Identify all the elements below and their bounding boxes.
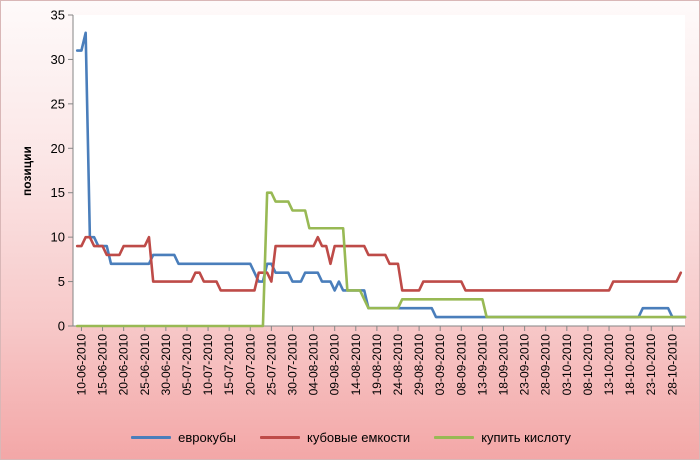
series-line-0	[75, 31, 687, 319]
legend-swatch-series-2	[434, 435, 475, 439]
series-line-2	[75, 191, 687, 328]
x-tick-label: 18-10-2010	[623, 334, 637, 396]
legend: еврокубы кубовые емкости купить кислоту	[1, 427, 699, 447]
legend-swatch-series-1	[259, 435, 300, 439]
x-tick-label: 30-06-2010	[159, 334, 173, 396]
y-tick-label: 15	[51, 185, 65, 200]
legend-item-series-1: кубовые емкости	[259, 429, 411, 445]
y-axis-label: позиции	[20, 146, 34, 196]
x-tick-label: 18-09-2010	[497, 334, 511, 396]
y-tick-label: 5	[58, 274, 65, 289]
x-tick-label: 10-06-2010	[74, 334, 88, 396]
y-tick-label: 20	[51, 141, 65, 156]
series-layer	[75, 31, 687, 328]
legend-label-series-2: купить кислоту	[481, 429, 571, 445]
x-tick-label: 13-09-2010	[475, 334, 489, 396]
x-tick-label: 14-08-2010	[349, 334, 363, 396]
y-tick-label: 30	[51, 52, 65, 67]
labels-layer: 0 5 10 15 20 25 30 35 10-06-2010 15-06-2010 20-06-…	[51, 8, 680, 396]
x-tick-label: 20-07-2010	[243, 334, 257, 396]
y-tick-label: 25	[51, 96, 65, 111]
x-tick-label: 10-07-2010	[201, 334, 215, 396]
x-tick-label: 13-10-2010	[602, 334, 616, 396]
legend-label-series-0: еврокубы	[178, 429, 236, 445]
x-tick-label: 24-08-2010	[391, 334, 405, 396]
series-line-1	[75, 235, 683, 292]
legend-label-series-1: кубовые емкости	[306, 429, 411, 445]
x-tick-label: 15-06-2010	[96, 334, 110, 396]
x-tick-label: 03-09-2010	[433, 334, 447, 396]
x-tick-label: 05-07-2010	[180, 334, 194, 396]
x-tick-label: 19-08-2010	[370, 334, 384, 396]
x-tick-label: 25-06-2010	[138, 334, 152, 396]
legend-item-series-0: еврокубы	[131, 430, 236, 445]
x-tick-label: 28-10-2010	[665, 334, 679, 396]
axes-layer	[68, 14, 685, 331]
line-chart: 0 5 10 15 20 25 30 35 10-06-2010 15-06-2010 20-06-…	[20, 8, 687, 396]
y-tick-label: 0	[58, 319, 65, 334]
x-tick-label: 09-08-2010	[328, 334, 342, 396]
x-tick-label: 28-09-2010	[539, 334, 553, 396]
x-tick-label: 25-07-2010	[264, 334, 278, 396]
x-tick-label: 03-10-2010	[560, 334, 574, 396]
y-tick-label: 35	[51, 8, 65, 23]
x-tick-label: 30-07-2010	[285, 334, 299, 396]
x-tick-label: 15-07-2010	[222, 334, 236, 396]
x-tick-label: 23-10-2010	[644, 334, 658, 396]
x-tick-label: 08-09-2010	[454, 334, 468, 396]
x-tick-label: 20-06-2010	[117, 334, 131, 396]
x-tick-label: 29-08-2010	[412, 334, 426, 396]
legend-swatch-series-0	[131, 435, 172, 439]
plot-area	[73, 15, 685, 326]
y-tick-label: 10	[51, 230, 65, 245]
x-tick-label: 04-08-2010	[307, 334, 321, 396]
x-tick-label: 23-09-2010	[518, 334, 532, 396]
legend-item-series-2: купить кислоту	[434, 430, 571, 445]
x-tick-label: 08-10-2010	[581, 334, 595, 396]
